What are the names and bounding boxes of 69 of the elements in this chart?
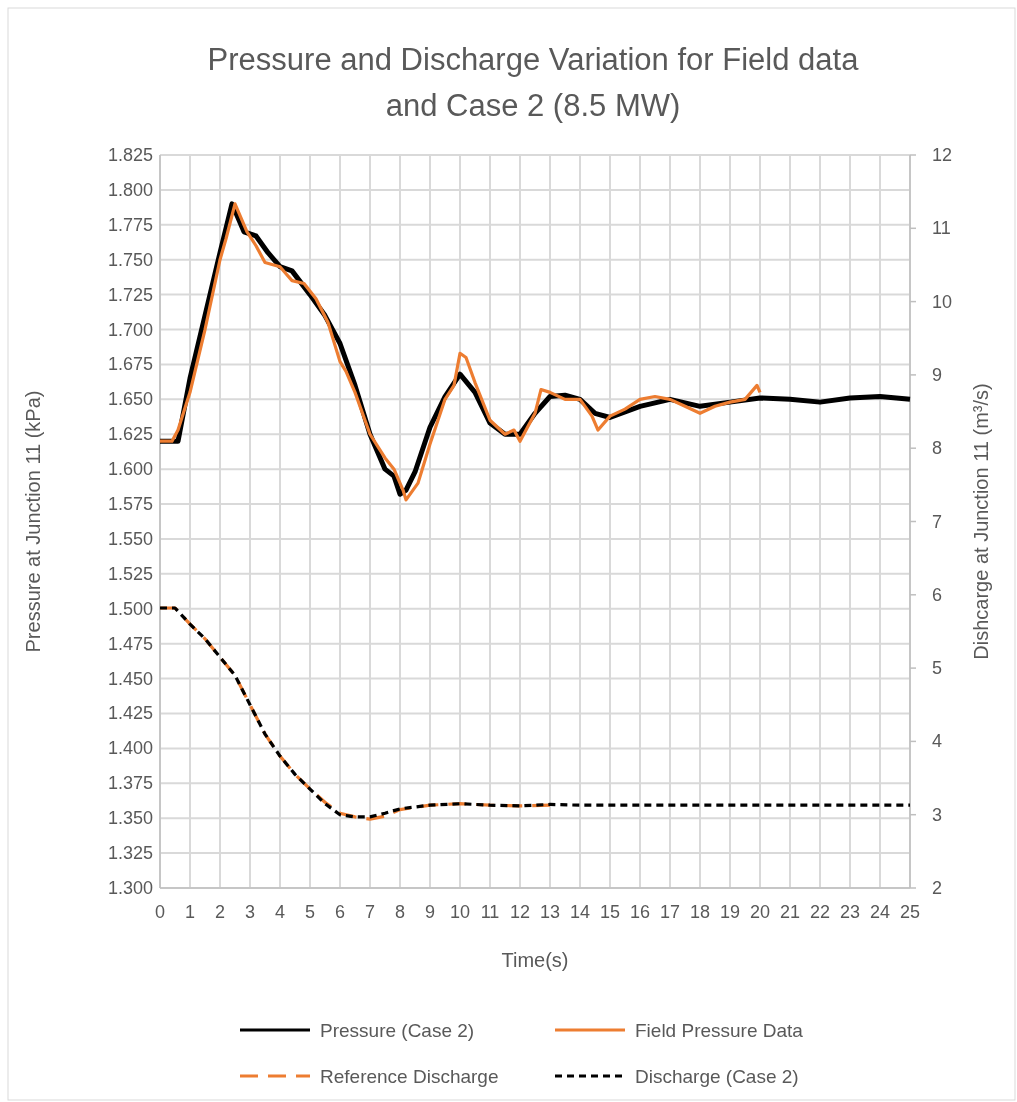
legend-label: Discharge (Case 2)	[635, 1066, 799, 1087]
x-tick-label: 14	[569, 902, 591, 922]
y-tick-label: 1.650	[107, 389, 153, 410]
x-tick-label: 2	[214, 902, 226, 922]
y-tick-label: 1.725	[107, 284, 153, 305]
y2-tick-label: 9	[932, 364, 943, 385]
x-tick-label: 22	[809, 902, 831, 922]
y2-tick-label: 3	[932, 804, 943, 825]
y2-tick-label: 10	[932, 291, 953, 312]
x-tick-label: 25	[899, 902, 921, 922]
x-tick-label: 4	[274, 902, 286, 922]
x-tick-label: 12	[509, 902, 531, 922]
x-tick-label: 11	[480, 902, 500, 922]
x-tick-label: 20	[749, 902, 771, 922]
y2-tick-label: 5	[932, 658, 943, 679]
line-series	[158, 606, 912, 819]
y2-tick-label: 6	[932, 584, 943, 605]
x-tick-label: 1	[184, 902, 196, 922]
x-tick-label: 9	[424, 902, 436, 922]
legend-label: Field Pressure Data	[635, 1020, 804, 1041]
x-tick-label: 3	[244, 902, 256, 922]
y-tick-label: 1.300	[107, 878, 153, 898]
x-tick-label: 7	[364, 902, 376, 922]
y-tick-label: 1.450	[107, 668, 153, 689]
y-tick-label: 1.575	[107, 494, 153, 515]
x-tick-label: 24	[869, 902, 891, 922]
y-axis-title: Pressure at Junction 11 (kPa)	[22, 390, 44, 653]
y-tick-label: 1.400	[107, 738, 153, 759]
x-tick-label: 5	[304, 902, 316, 922]
x-tick-label: 16	[629, 902, 651, 922]
legend-label: Pressure (Case 2)	[320, 1020, 475, 1041]
y-tick-label: 1.775	[107, 214, 153, 235]
x-axis-title: Time(s)	[501, 949, 569, 971]
x-tick-label: 17	[659, 902, 681, 922]
y-tick-label: 1.325	[107, 843, 153, 864]
y2-tick-label: 2	[932, 878, 943, 898]
x-tick-label: 23	[839, 902, 861, 922]
y2-tick-label: 4	[932, 731, 943, 752]
y-tick-label: 1.800	[107, 179, 153, 200]
y2-tick-label: 7	[932, 511, 943, 532]
line-series	[158, 202, 762, 502]
y-tick-label: 1.525	[107, 563, 153, 584]
y2-tick-label: 11	[932, 218, 951, 239]
x-tick-label: 15	[599, 902, 621, 922]
x-tick-label: 21	[779, 902, 801, 922]
y-tick-label: 1.625	[107, 424, 153, 445]
y-tick-label: 1.825	[107, 145, 153, 165]
y2-axis-title: Dishcarge at Junction 11 (m³/s)	[970, 383, 992, 660]
x-tick-label: 0	[154, 902, 166, 922]
y-tick-label: 1.700	[107, 319, 153, 340]
y-tick-label: 1.550	[107, 528, 153, 549]
y2-tick-label: 12	[932, 145, 953, 165]
y-tick-label: 1.500	[107, 598, 153, 619]
chart-title: Pressure and Discharge Variation for Field data and Case 2 (8.5 MW)	[207, 42, 860, 123]
y-tick-label: 1.425	[107, 703, 153, 724]
y2-tick-label: 8	[932, 438, 943, 459]
x-tick-label: 19	[719, 902, 741, 922]
x-tick-label: 18	[689, 902, 711, 922]
x-tick-label: 8	[394, 902, 406, 922]
y-tick-label: 1.750	[107, 249, 153, 270]
x-tick-label: 6	[334, 902, 346, 922]
x-tick-label: 13	[539, 902, 561, 922]
y-tick-label: 1.375	[107, 773, 153, 794]
y-tick-label: 1.675	[107, 354, 153, 375]
x-tick-label: 10	[449, 902, 471, 922]
legend-label: Reference Discharge	[320, 1066, 499, 1087]
y-tick-label: 1.350	[107, 808, 153, 829]
y-tick-label: 1.600	[107, 459, 153, 480]
y-tick-label: 1.475	[107, 633, 153, 654]
